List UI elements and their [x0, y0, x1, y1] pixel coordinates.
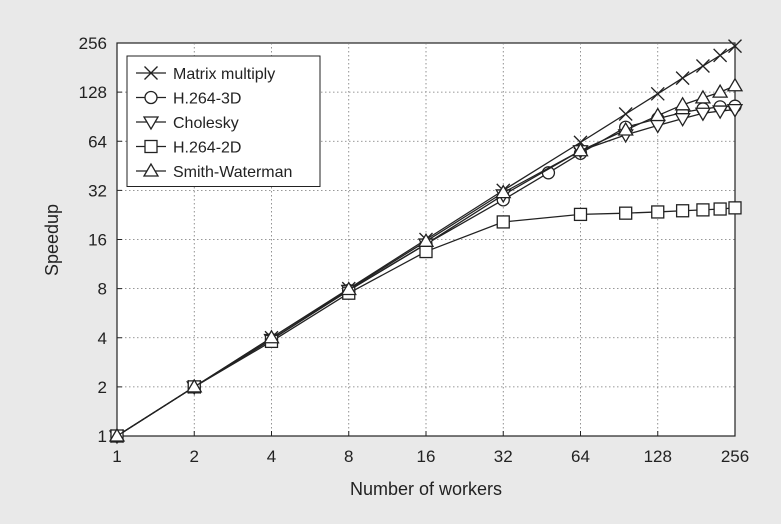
- data-point: [186, 378, 203, 393]
- x-tick-label: 1: [112, 447, 121, 466]
- legend-label: Smith-Waterman: [173, 164, 292, 181]
- data-point: [573, 207, 588, 222]
- data-point: [726, 77, 744, 92]
- data-point: [417, 233, 435, 247]
- legend-label: H.264-2D: [173, 140, 241, 157]
- data-point: [711, 105, 729, 120]
- legend-entry: H.264-2D: [136, 140, 241, 157]
- legend-box: [126, 55, 321, 187]
- legend-marker: [144, 66, 158, 80]
- y-tick-label: 1: [98, 427, 107, 446]
- x-tick-label: 256: [721, 447, 749, 466]
- data-point: [572, 142, 589, 157]
- legend-label: H.264-3D: [173, 91, 241, 108]
- data-point: [419, 244, 433, 259]
- data-point: [674, 113, 691, 127]
- data-point: [675, 71, 690, 86]
- y-tick-label: 64: [88, 132, 107, 151]
- data-point: [695, 59, 710, 73]
- legend-marker: [142, 162, 160, 177]
- data-point: [711, 83, 729, 98]
- data-point: [728, 39, 742, 54]
- legend-label: Cholesky: [173, 115, 239, 132]
- y-tick-label: 8: [98, 280, 107, 299]
- y-axis-label: Speedup: [42, 204, 62, 276]
- data-point: [728, 201, 742, 215]
- legend-entry: H.264-3D: [136, 91, 241, 108]
- data-point: [617, 121, 634, 136]
- legend-marker: [144, 139, 158, 154]
- data-point: [694, 107, 712, 122]
- legend-label: Matrix multiply: [173, 66, 275, 83]
- x-tick-label: 2: [190, 447, 199, 466]
- x-tick-label: 128: [644, 447, 672, 466]
- data-point: [696, 203, 710, 217]
- data-point: [649, 107, 666, 122]
- legend-entry: Cholesky: [136, 115, 239, 132]
- data-point: [674, 96, 691, 111]
- data-point: [651, 205, 665, 219]
- data-point: [340, 281, 357, 296]
- x-axis-label: Number of workers: [350, 479, 502, 499]
- axis-ticks: 1 2 4 8 16 32 64 128 256 1 2 4 8 16 32 64 128 256: [79, 34, 750, 466]
- x-tick-label: 16: [417, 447, 436, 466]
- series-triangle-up: [108, 77, 744, 442]
- data-point: [496, 215, 510, 229]
- legend-marker: [142, 116, 160, 131]
- data-point: [108, 427, 126, 442]
- y-tick-label: 128: [79, 83, 107, 102]
- y-tick-label: 32: [88, 181, 107, 200]
- legend-entry: Smith-Waterman: [136, 162, 292, 181]
- x-tick-label: 64: [571, 447, 590, 466]
- legend-entry: Matrix multiply: [136, 66, 275, 83]
- legend: Matrix multiply H.264-3D Cholesky H.264-2D S…: [126, 55, 321, 187]
- x-tick-label: 8: [344, 447, 353, 466]
- y-tick-label: 256: [79, 34, 107, 53]
- x-tick-label: 4: [267, 447, 276, 466]
- data-point: [618, 107, 633, 121]
- data-point: [726, 103, 744, 118]
- legend-marker: [144, 90, 158, 105]
- y-tick-label: 2: [98, 378, 107, 397]
- series-group: [108, 39, 744, 445]
- data-point: [263, 329, 280, 344]
- y-tick-label: 4: [98, 329, 107, 348]
- data-point: [495, 184, 512, 199]
- y-tick-label: 16: [88, 231, 107, 250]
- data-point: [713, 202, 727, 216]
- data-point: [675, 204, 690, 218]
- data-point: [713, 48, 728, 63]
- data-point: [694, 89, 712, 104]
- x-tick-label: 32: [494, 447, 513, 466]
- data-point: [619, 206, 633, 220]
- data-point: [650, 86, 665, 101]
